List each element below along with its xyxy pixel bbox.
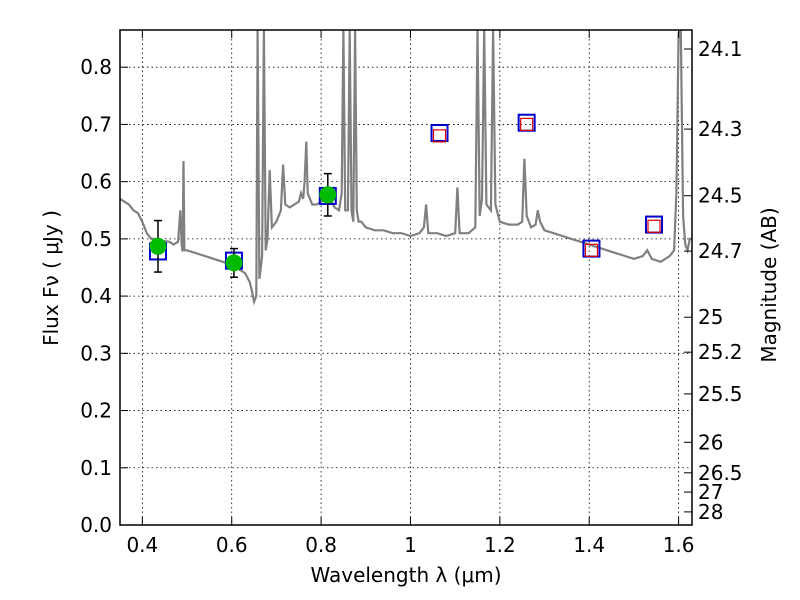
x-tick-label: 0.4 [126, 533, 158, 557]
sed-chart: 0.4 0.6 0.8 1 1.2 1.4 1.6 0.0 0.1 0.2 0.3 0.4 0.5 0.6… [0, 0, 800, 600]
x-tick-label: 1.6 [663, 533, 695, 557]
magnitude-tick-label: 26 [698, 430, 723, 454]
y-tick-label: 0.2 [80, 399, 112, 423]
observed-flux-point [226, 255, 242, 271]
magnitude-tick-label: 25.5 [698, 382, 743, 406]
magnitude-tick-label: 25 [698, 305, 723, 329]
magnitude-tick-label: 24.3 [698, 117, 743, 141]
magnitude-tick-label: 24.1 [698, 37, 743, 61]
magnitude-tick-label: 24.7 [698, 239, 743, 263]
y-tick-label: 0.7 [80, 112, 112, 136]
observed-flux-point [320, 187, 336, 203]
magnitude-tick-label: 28 [698, 500, 723, 524]
x-tick-label: 1.4 [573, 533, 605, 557]
x-tick-label: 1.2 [484, 533, 516, 557]
y-tick-label: 0.6 [80, 170, 112, 194]
y-tick-label: 0.1 [80, 456, 112, 480]
y-axis-title: Flux Fν ( μJy ) [39, 210, 63, 346]
y-tick-label: 0.5 [80, 227, 112, 251]
y-right-axis-title: Magnitude (AB) [757, 207, 781, 362]
y-tick-label: 0.4 [80, 284, 112, 308]
y-tick-label: 0.8 [80, 55, 112, 79]
x-tick-label: 1 [404, 533, 417, 557]
observed-flux-point [150, 238, 166, 254]
magnitude-tick-label: 25.2 [698, 340, 743, 364]
x-tick-label: 0.8 [305, 533, 337, 557]
x-tick-label: 0.6 [216, 533, 248, 557]
y-tick-label: 0.0 [80, 513, 112, 537]
y-tick-label: 0.3 [80, 341, 112, 365]
x-axis-title: Wavelength λ (μm) [310, 563, 501, 587]
magnitude-tick-label: 24.5 [698, 184, 743, 208]
